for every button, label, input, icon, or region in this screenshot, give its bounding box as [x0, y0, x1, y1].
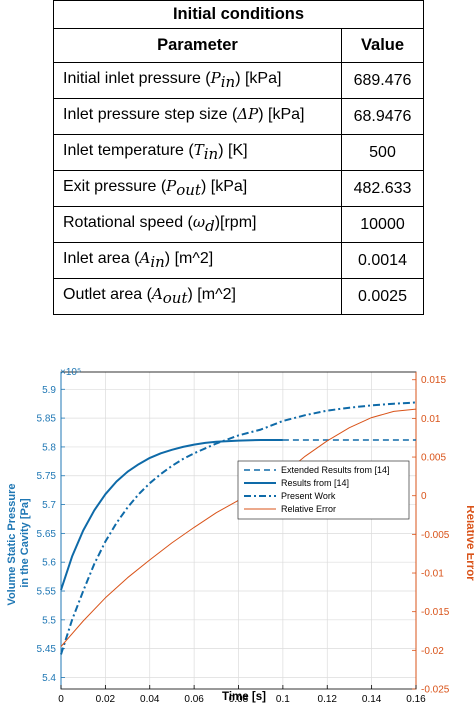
left-axis-label: Volume Static Pressure in the Cavity [Pa… [6, 480, 31, 605]
x-tick-label: 0.04 [140, 694, 160, 705]
x-tick-label: 0.12 [318, 694, 338, 705]
table-row: Outlet area (Aout) [m^2] 0.0025 [53, 278, 424, 315]
param-cell: Inlet area (Ain) [m^2] [53, 242, 342, 279]
param-cell: Outlet area (Aout) [m^2] [53, 278, 342, 315]
legend-label-extended: Extended Results from [14] [281, 465, 390, 475]
right-tick-label: 0.01 [421, 414, 441, 425]
value-cell: 689.476 [341, 62, 424, 99]
table-caption-row: Initial conditions [53, 0, 424, 29]
x-axis: 0 0.02 0.04 0.06 0.08 0.1 0.12 0.14 0.16 [58, 685, 426, 705]
left-tick-label: 5.7 [42, 500, 56, 511]
table-caption: Initial conditions [53, 0, 424, 29]
initial-conditions-table: Initial conditions Parameter Value Initi… [53, 0, 424, 315]
value-cell: 10000 [341, 206, 424, 243]
table-header-row: Parameter Value [53, 28, 424, 63]
x-tick-label: 0.06 [184, 694, 204, 705]
left-tick-label: 5.9 [42, 385, 56, 396]
x-tick-label: 0.14 [362, 694, 382, 705]
param-cell: Exit pressure (Pout) [kPa] [53, 170, 342, 207]
left-tick-label: 5.5 [42, 615, 56, 626]
left-tick-label: 5.45 [37, 644, 57, 655]
value-cell: 482.633 [341, 170, 424, 207]
value-cell: 68.9476 [341, 98, 424, 135]
right-tick-label: 0.015 [421, 375, 446, 386]
x-tick-label: 0.16 [406, 694, 426, 705]
right-tick-label: -0.005 [421, 530, 450, 541]
right-tick-label: 0 [421, 491, 427, 502]
param-cell: Inlet temperature (Tin) [K] [53, 134, 342, 171]
x-tick-label: 0 [58, 694, 64, 705]
right-tick-label: -0.02 [421, 646, 444, 657]
right-tick-label: -0.01 [421, 569, 444, 580]
legend-label-error: Relative Error [281, 504, 336, 514]
table-row: Exit pressure (Pout) [kPa] 482.633 [53, 170, 424, 207]
right-tick-label: -0.015 [421, 607, 450, 618]
x-axis-label: Time [s] [222, 691, 266, 703]
series-results [60, 439, 283, 591]
x-tick-label: 0.02 [96, 694, 116, 705]
header-value: Value [341, 28, 424, 63]
legend: Extended Results from [14] Results from … [237, 460, 410, 520]
grid [60, 372, 417, 689]
left-axis-exponent: ×10⁵ [60, 367, 81, 378]
x-tick-label: 0.1 [276, 694, 290, 705]
left-tick-label: 5.85 [37, 414, 57, 425]
table-row: Inlet area (Ain) [m^2] 0.0014 [53, 242, 424, 279]
legend-label-present: Present Work [281, 491, 336, 501]
legend-label-results: Results from [14] [281, 478, 349, 488]
left-tick-label: 5.55 [37, 587, 57, 598]
left-axis: 5.4 5.45 5.5 5.55 5.6 5.65 5.7 5.75 5.8 5.85 5.9 [37, 372, 65, 689]
left-tick-label: 5.65 [37, 529, 57, 540]
right-tick-label: 0.005 [421, 453, 446, 464]
param-cell: Initial inlet pressure (Pin) [kPa] [53, 62, 342, 99]
table-row: Inlet pressure step size (ΔP) [kPa] 68.9… [53, 98, 424, 135]
pressure-error-chart: 5.4 5.45 5.5 5.55 5.6 5.65 5.7 5.75 5.8 5.85 5.9 -… [6, 367, 474, 705]
right-tick-label: -0.025 [421, 685, 450, 696]
left-tick-label: 5.6 [42, 558, 56, 569]
left-tick-label: 5.75 [37, 471, 57, 482]
table-row: Rotational speed (ωd)[rpm] 10000 [53, 206, 424, 243]
value-cell: 0.0014 [341, 242, 424, 279]
param-cell: Rotational speed (ωd)[rpm] [53, 206, 342, 243]
table-row: Inlet temperature (Tin) [K] 500 [53, 134, 424, 171]
table-row: Initial inlet pressure (Pin) [kPa] 689.4… [53, 62, 424, 99]
header-parameter: Parameter [53, 28, 342, 63]
right-axis-label: Relative Error [464, 505, 474, 581]
value-cell: 0.0025 [341, 278, 424, 315]
series-present-work [60, 401, 417, 655]
value-cell: 500 [341, 134, 424, 171]
x-tick-label: 0.08 [229, 694, 249, 705]
left-tick-label: 5.8 [42, 442, 56, 453]
param-cell: Inlet pressure step size (ΔP) [kPa] [53, 98, 342, 135]
left-tick-label: 5.4 [42, 673, 56, 684]
right-axis: -0.025 -0.02 -0.015 -0.01 -0.005 0 0.005 0.01 0.… [412, 372, 450, 696]
